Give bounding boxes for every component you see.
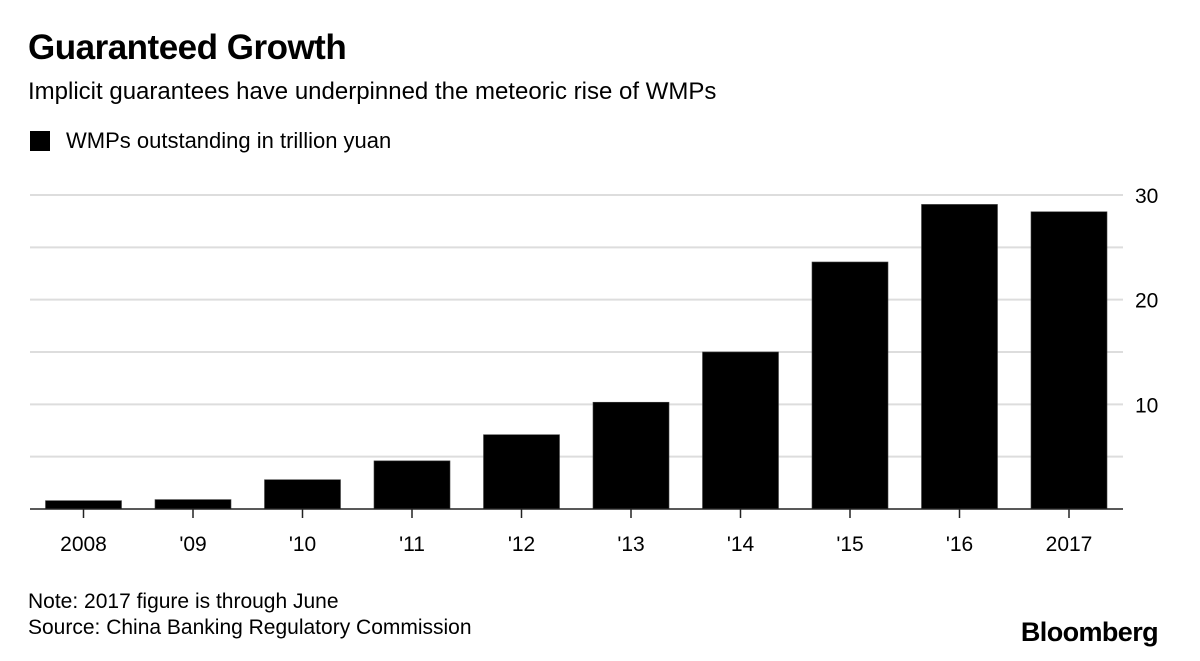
y-axis-labels: 10 20 30: [1135, 185, 1158, 417]
bar: [483, 434, 560, 510]
x-axis-labels: 2008 '09 '10 '11 '12 '13 '14 '15 '16 2017: [60, 533, 1092, 556]
note-text: Note: 2017 figure is through June: [28, 590, 339, 613]
bars: [45, 204, 1108, 510]
bar: [811, 261, 889, 510]
legend-label: WMPs outstanding in trillion yuan: [66, 128, 392, 153]
x-tick-label: '11: [399, 533, 425, 556]
bar: [154, 499, 232, 510]
x-tick-label: 2008: [60, 533, 107, 556]
x-tick-label: '10: [289, 533, 316, 556]
bar: [921, 204, 998, 510]
source-text: Source: China Banking Regulatory Commiss…: [28, 616, 472, 639]
chart-subtitle: Implicit guarantees have underpinned the…: [28, 78, 717, 105]
x-tick-label: '16: [946, 533, 973, 556]
bloomberg-logo: Bloomberg: [1020, 617, 1159, 647]
legend-swatch: [30, 131, 50, 151]
x-tick-label: '14: [727, 533, 755, 556]
chart-title: Guaranteed Growth: [28, 28, 347, 67]
y-tick-label: 10: [1135, 394, 1158, 417]
x-tick-label: '09: [179, 533, 206, 556]
y-tick-label: 30: [1135, 185, 1158, 208]
y-tick-label: 20: [1135, 290, 1158, 313]
x-tick-label: 2017: [1046, 533, 1093, 556]
bar: [592, 401, 670, 510]
bar: [1030, 211, 1108, 510]
bar: [45, 500, 122, 510]
bar: [373, 460, 451, 510]
legend: WMPs outstanding in trillion yuan: [30, 128, 391, 154]
footnote: Note: 2017 figure is through June Source…: [28, 589, 472, 641]
x-tick-label: '13: [617, 533, 644, 556]
x-axis: [30, 508, 1123, 518]
bar: [702, 351, 779, 510]
x-tick-label: '12: [508, 533, 535, 556]
bar: [264, 479, 341, 510]
x-tick-label: '15: [836, 533, 863, 556]
